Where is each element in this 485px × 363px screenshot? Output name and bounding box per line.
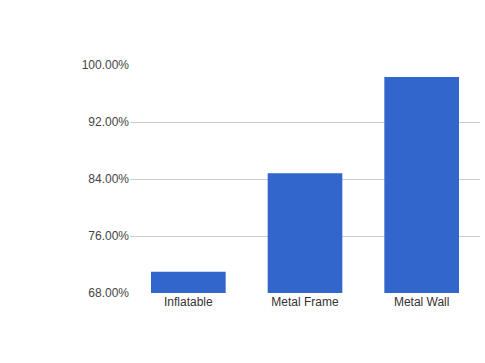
svg-text:Metal Wall: Metal Wall — [394, 295, 450, 309]
svg-text:100.00%: 100.00% — [82, 58, 130, 72]
svg-text:76.00%: 76.00% — [88, 229, 129, 243]
svg-text:68.00%: 68.00% — [88, 286, 129, 300]
svg-text:92.00%: 92.00% — [88, 115, 129, 129]
svg-text:Inflatable: Inflatable — [164, 295, 213, 309]
svg-text:Metal Frame: Metal Frame — [271, 295, 339, 309]
svg-text:84.00%: 84.00% — [88, 172, 129, 186]
